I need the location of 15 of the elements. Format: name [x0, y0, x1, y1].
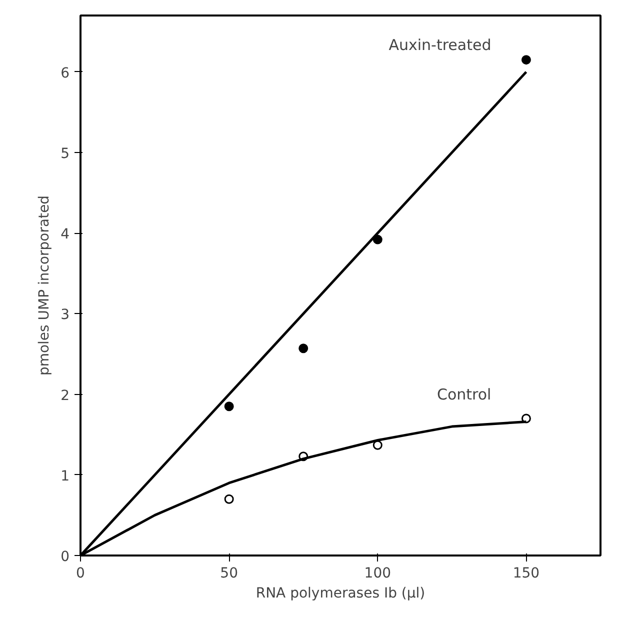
y-tick-label: 3 [60, 307, 70, 324]
y-axis-title: pmoles UMP incorporated [36, 195, 53, 376]
y-tick-label: 0 [60, 549, 70, 565]
x-tick-label: 0 [76, 566, 85, 582]
x-tick-label: 50 [220, 566, 238, 582]
y-tick-label: 1 [60, 468, 70, 484]
text: Auxin-treated [388, 36, 492, 54]
x-tick-label: 100 [364, 566, 392, 582]
series-label: Control [436, 386, 492, 404]
y-tick-label: 2 [60, 388, 70, 404]
y-tick-label: 6 [60, 65, 70, 82]
y-tick-label: 4 [60, 226, 70, 243]
x-axis-title: RNA polymerases Ib (µl) [256, 586, 426, 602]
x-tick-label: 150 [512, 566, 540, 582]
y-tick-label: 5 [60, 146, 70, 162]
